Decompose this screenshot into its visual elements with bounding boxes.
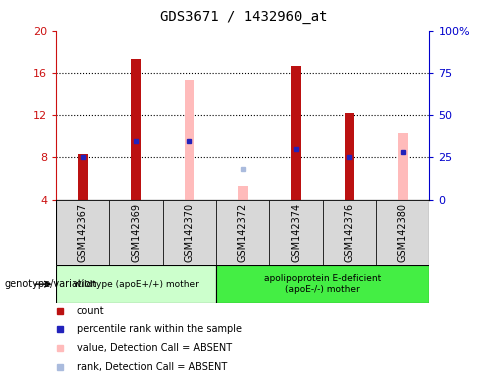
Text: GSM142370: GSM142370 [184,203,194,262]
Bar [56,200,109,265]
Bar [216,265,429,303]
Bar [269,200,323,265]
Text: GSM142369: GSM142369 [131,203,141,262]
Text: rank, Detection Call = ABSENT: rank, Detection Call = ABSENT [77,362,227,372]
Text: GSM142374: GSM142374 [291,203,301,262]
Text: apolipoprotein E-deficient
(apoE-/-) mother: apolipoprotein E-deficient (apoE-/-) mot… [264,275,382,294]
Bar [184,80,194,200]
Bar [398,133,407,200]
Text: GSM142376: GSM142376 [345,203,354,262]
Bar [78,154,87,200]
Bar [56,265,216,303]
Bar [345,113,354,200]
Bar [323,200,376,265]
Bar [216,200,269,265]
Text: count: count [77,306,104,316]
Text: genotype/variation: genotype/variation [5,279,98,289]
Bar [238,186,247,200]
Bar [131,59,141,200]
Bar [291,66,301,200]
Text: GSM142380: GSM142380 [398,203,408,262]
Text: percentile rank within the sample: percentile rank within the sample [77,324,242,334]
Text: GDS3671 / 1432960_at: GDS3671 / 1432960_at [160,10,328,23]
Text: value, Detection Call = ABSENT: value, Detection Call = ABSENT [77,343,232,353]
Bar [163,200,216,265]
Text: wildtype (apoE+/+) mother: wildtype (apoE+/+) mother [74,280,199,289]
Bar [376,200,429,265]
Text: GSM142372: GSM142372 [238,203,248,262]
Bar [109,200,163,265]
Text: GSM142367: GSM142367 [78,203,88,262]
